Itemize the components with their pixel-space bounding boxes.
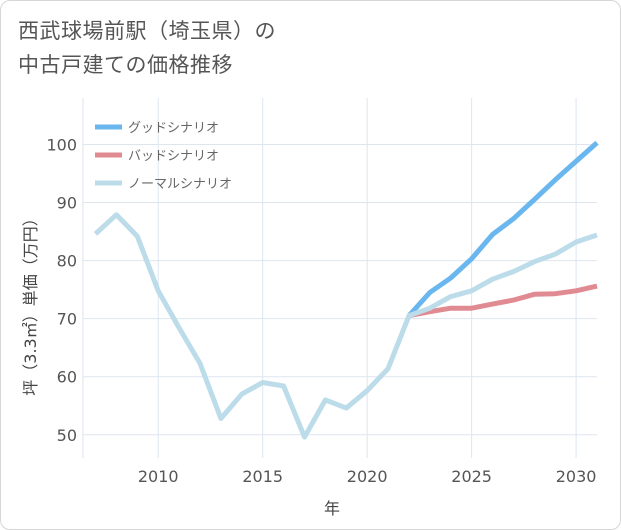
x-tick-label-2015: 2015	[242, 467, 283, 486]
y-tick-label-80: 80	[57, 252, 77, 271]
chart-title-line-2: 中古戸建ての価格推移	[18, 53, 233, 77]
x-tick-label-2020: 2020	[347, 467, 388, 486]
tick-labels: 2010 2015 2020 2025 2030 50 60 70 80 90 100	[46, 135, 596, 486]
y-tick-label-50: 50	[57, 426, 77, 445]
x-tick-label-2030: 2030	[556, 467, 597, 486]
y-axis-title: 坪（3.3㎡）単価（万円）	[21, 210, 40, 395]
chart-title: 西武球場前駅（埼玉県）の 中古戸建ての価格推移	[18, 14, 276, 82]
series-lines	[93, 140, 599, 440]
y-tick-label-70: 70	[57, 310, 77, 329]
x-tick-label-2010: 2010	[138, 467, 179, 486]
x-axis-title: 年	[324, 499, 340, 518]
chart-title-line-1: 西武球場前駅（埼玉県）の	[18, 19, 276, 43]
legend-label-2: ノーマルシナリオ	[128, 177, 232, 192]
y-tick-label-90: 90	[57, 194, 77, 213]
grid-lines	[82, 98, 597, 458]
series-line-0	[407, 140, 599, 318]
legend-label-1: バッドシナリオ	[128, 149, 219, 164]
x-tick-label-2025: 2025	[451, 467, 492, 486]
series-line-2	[93, 212, 598, 440]
legend-label-0: グッドシナリオ	[128, 121, 219, 136]
series-line-1	[408, 283, 598, 319]
y-tick-label-100: 100	[46, 135, 77, 154]
y-tick-label-60: 60	[57, 368, 77, 387]
